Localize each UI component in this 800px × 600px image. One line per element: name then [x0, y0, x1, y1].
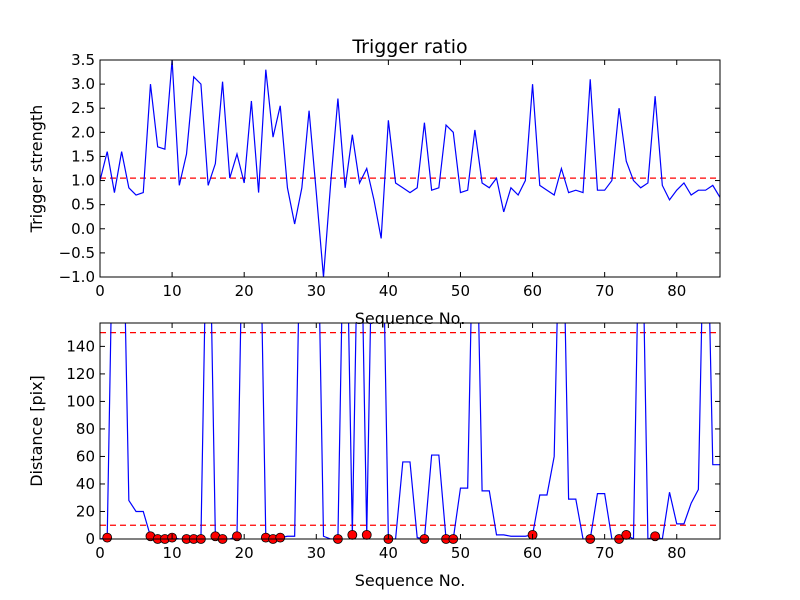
- chart-0-x-tick-label: 80: [667, 282, 686, 300]
- chart-1-x-tick-label: 80: [667, 544, 686, 562]
- chart-1-x-tick-label: 40: [379, 544, 398, 562]
- chart-1-data-point: [347, 529, 358, 540]
- chart-0-y-tick-label: 0.0: [71, 220, 95, 238]
- chart-0-axes-frame: [99, 59, 721, 278]
- chart-0-y-tick-label: 2.0: [71, 123, 95, 141]
- chart-0-y-tick-label: 0.5: [71, 196, 95, 214]
- chart-0-y-axis-label: Trigger strength: [27, 105, 46, 234]
- chart-1-data-point: [275, 532, 286, 543]
- chart-0-plot-area: [100, 60, 720, 277]
- chart-1-y-tick-label: 100: [66, 392, 95, 410]
- chart-1-x-tick-label: 10: [163, 544, 182, 562]
- chart-1-y-tick-label: 20: [76, 502, 95, 520]
- chart-1-plot-area: [100, 323, 720, 539]
- chart-1-x-axis-label: Sequence No.: [355, 571, 466, 590]
- chart-0-x-tick-label: 40: [379, 282, 398, 300]
- chart-0-y-tick-label: −1.0: [59, 268, 95, 286]
- chart-0-x-tick-label: 0: [95, 282, 105, 300]
- chart-0-x-axis-label: Sequence No.: [355, 309, 466, 328]
- chart-1-x-tick-label: 0: [95, 544, 105, 562]
- chart-1-y-tick-label: 80: [76, 420, 95, 438]
- chart-0-y-tick-label: 3.5: [71, 51, 95, 69]
- chart-0-x-tick-label: 70: [595, 282, 614, 300]
- chart-1-y-tick-label: 40: [76, 475, 95, 493]
- chart-0-x-tick-label: 60: [523, 282, 542, 300]
- chart-1-axes-frame: [99, 322, 721, 540]
- chart-1-data-point: [650, 531, 661, 542]
- chart-1-x-tick-label: 50: [451, 544, 470, 562]
- chart-1-data-point: [232, 531, 242, 542]
- chart-0-x-tick-label: 50: [451, 282, 470, 300]
- chart-0-y-tick-label: 2.5: [71, 99, 95, 117]
- chart-0-x-tick-label: 10: [163, 282, 182, 300]
- chart-1-data-point: [621, 529, 632, 540]
- chart-0-y-tick-label: 3.0: [71, 75, 95, 93]
- chart-1-y-tick-label: 60: [76, 447, 95, 465]
- chart-1-y-tick-label: 140: [66, 337, 95, 355]
- chart-0-y-tick-label: −0.5: [59, 244, 95, 262]
- chart-1-y-tick-label: 120: [66, 365, 95, 383]
- chart-1-x-tick-label: 60: [523, 544, 542, 562]
- distance-panel: 0 10 20 30 40 50 60 70 80 0 20 40 60 80 100 120 140 Seque…: [27, 322, 721, 590]
- chart-0-series-line-0: [100, 60, 720, 277]
- chart-1-x-tick-label: 70: [595, 544, 614, 562]
- chart-0-x-tick-label: 20: [235, 282, 254, 300]
- chart-1-y-axis-label: Distance [pix]: [27, 375, 46, 487]
- chart-1-x-tick-label: 30: [307, 544, 326, 562]
- chart-1-x-tick-label: 20: [235, 544, 254, 562]
- chart-0-title: Trigger ratio: [351, 36, 467, 58]
- chart-0-x-tick-label: 30: [307, 282, 326, 300]
- chart-1-data-point: [361, 529, 372, 540]
- chart-1-y-tick-label: 0: [85, 530, 95, 548]
- chart-0-y-tick-label: 1.5: [71, 147, 95, 165]
- chart-1-data-point: [102, 532, 113, 543]
- chart-1-series-line-0: [100, 323, 720, 539]
- chart-0-y-tick-label: 1.0: [71, 172, 95, 190]
